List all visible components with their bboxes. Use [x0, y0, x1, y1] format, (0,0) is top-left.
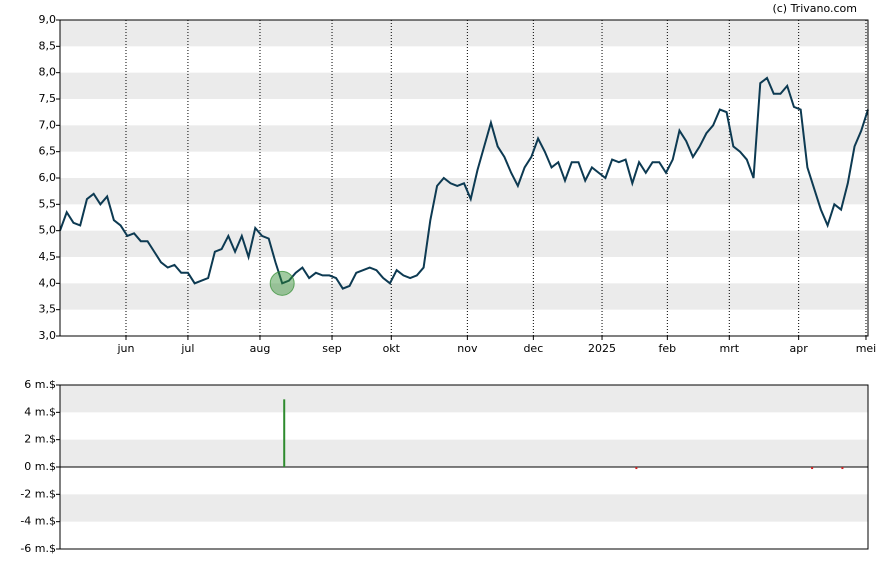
x-tick-label: jul: [180, 342, 194, 355]
x-tick-label: nov: [457, 342, 478, 355]
y-tick-label: 4,5: [39, 250, 57, 263]
y-tick-label: 3,0: [39, 329, 57, 342]
x-tick-label: apr: [790, 342, 809, 355]
y-tick-label: 7,0: [39, 118, 57, 131]
grid-band: [60, 178, 868, 205]
x-tick-label: sep: [322, 342, 341, 355]
credit: (c) Trivano.com: [772, 2, 857, 15]
grid-band: [60, 439, 868, 467]
y-tick-label: -6 m.$: [20, 542, 56, 555]
y-tick-label: 6,0: [39, 171, 57, 184]
volume-bar: [811, 467, 814, 470]
y-tick-label: 7,5: [39, 92, 57, 105]
grid-band: [60, 72, 868, 99]
x-tick-label: mrt: [720, 342, 740, 355]
grid-band: [60, 494, 868, 522]
volume-bar: [841, 467, 844, 470]
y-tick-label: 9,0: [39, 13, 57, 26]
grid-band: [60, 125, 868, 152]
x-tick-label: feb: [659, 342, 677, 355]
x-tick-label: 2025: [588, 342, 616, 355]
y-tick-label: 6,5: [39, 145, 57, 158]
volume-bar: [283, 399, 286, 467]
y-tick-label: 0 m.$: [24, 460, 56, 473]
plot-frame: [59, 19, 869, 337]
y-tick-label: 2 m.$: [24, 433, 56, 446]
volume-bar: [635, 467, 638, 470]
y-tick-label: 4 m.$: [24, 405, 56, 418]
x-tick-label: aug: [250, 342, 271, 355]
y-tick-label: 6 m.$: [24, 378, 56, 391]
x-tick-label: mei: [856, 342, 877, 355]
grid-band: [60, 230, 868, 257]
y-tick-label: 8,5: [39, 39, 57, 52]
price-line: [59, 76, 869, 290]
y-tick-label: 5,5: [39, 197, 57, 210]
x-tick-label: okt: [383, 342, 401, 355]
y-tick-label: 8,0: [39, 66, 57, 79]
x-tick-label: dec: [523, 342, 543, 355]
highlight-marker: [269, 270, 295, 296]
plot-frame: [59, 384, 869, 550]
grid-band: [60, 385, 868, 413]
y-tick-label: 3,5: [39, 303, 57, 316]
grid-band: [60, 283, 868, 310]
y-tick-label: -4 m.$: [20, 515, 56, 528]
y-tick-label: -2 m.$: [20, 487, 56, 500]
grid-band: [60, 20, 868, 47]
x-tick-label: jun: [116, 342, 134, 355]
y-tick-label: 4,0: [39, 276, 57, 289]
y-tick-label: 5,0: [39, 224, 57, 237]
